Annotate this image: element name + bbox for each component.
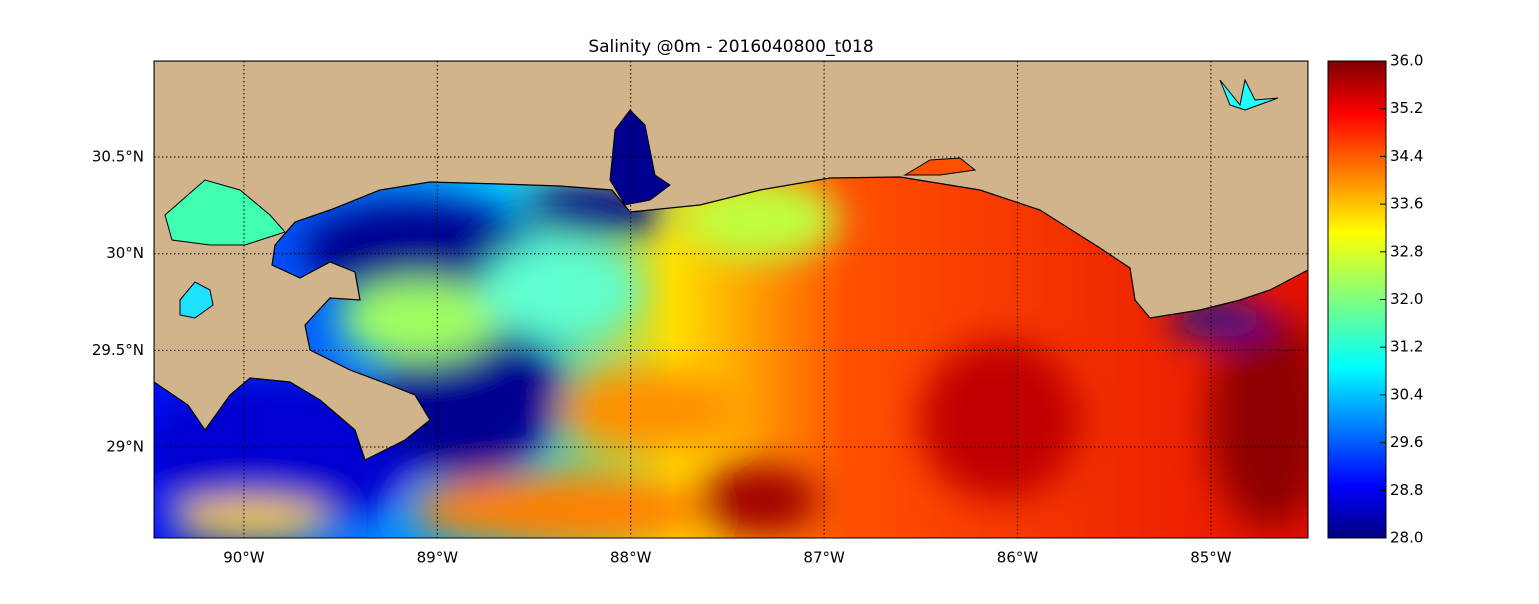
x-tick-label: 85°W — [1190, 549, 1232, 567]
colorbar-tick-label: 29.6 — [1390, 433, 1423, 451]
chart-title: Salinity @0m - 2016040800_t018 — [588, 37, 873, 57]
bay — [609, 109, 671, 206]
colorbar-tick-label: 36.0 — [1390, 52, 1423, 70]
colorbar-tick-label: 28.0 — [1390, 529, 1423, 547]
lake — [179, 281, 214, 319]
colorbar — [1327, 60, 1387, 539]
colorbar-tick-label: 28.8 — [1390, 481, 1423, 499]
colorbar-tick-label: 35.2 — [1390, 99, 1423, 117]
colorbar-tick-label: 32.0 — [1390, 290, 1423, 308]
colorbar-tick-label: 34.4 — [1390, 147, 1423, 165]
lake — [164, 179, 286, 246]
x-tick-label: 86°W — [997, 549, 1039, 567]
land — [154, 61, 1308, 461]
lake — [1219, 78, 1279, 111]
x-tick-label: 90°W — [223, 549, 265, 567]
colorbar-tick-label: 30.4 — [1390, 385, 1423, 403]
colorbar-tick-label: 32.8 — [1390, 242, 1423, 260]
x-tick-label: 87°W — [803, 549, 845, 567]
y-tick-label: 29°N — [106, 437, 144, 455]
x-tick-label: 89°W — [417, 549, 459, 567]
plot-frame — [153, 60, 1309, 539]
x-tick-label: 88°W — [610, 549, 652, 567]
bay — [903, 157, 977, 176]
y-tick-label: 30.5°N — [92, 148, 144, 166]
salinity-field — [154, 61, 1308, 538]
y-tick-label: 30°N — [106, 244, 144, 262]
colorbar-tick-label: 33.6 — [1390, 195, 1423, 213]
y-tick-label: 29.5°N — [92, 341, 144, 359]
colorbar-tick-label: 31.2 — [1390, 338, 1423, 356]
